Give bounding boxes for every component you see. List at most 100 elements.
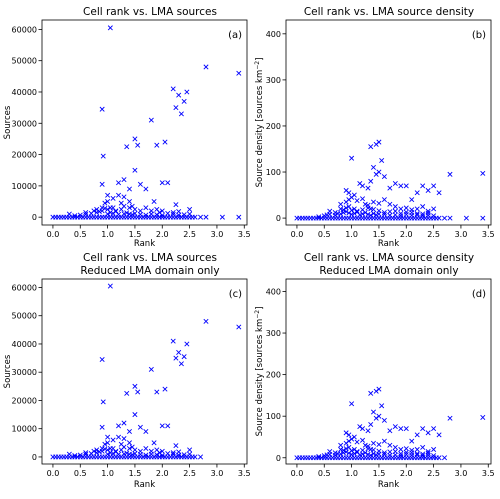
data-point [187, 206, 193, 212]
x-tick-label: 0.5 [74, 469, 87, 478]
data-point [159, 423, 165, 429]
data-point [370, 440, 376, 446]
data-point [94, 206, 100, 212]
data-point [99, 106, 105, 112]
y-tick-label: 10000 [12, 182, 37, 191]
data-point [360, 437, 366, 443]
panel-d-title-line-2: Reduced LMA domain only [319, 265, 458, 277]
data-point [129, 212, 135, 218]
data-point [132, 412, 138, 418]
data-point [176, 349, 182, 355]
panel-c-x-ticks: 0.0 0.5 1.0 1.5 2.0 2.5 3.0 3.5 [47, 464, 251, 478]
data-point [110, 205, 116, 211]
data-point [376, 139, 382, 145]
data-point [105, 206, 111, 212]
data-point [165, 423, 171, 429]
data-point [173, 443, 179, 449]
panel-a-letter: (a) [228, 30, 242, 41]
y-tick-label: 40000 [12, 340, 37, 349]
data-point [148, 208, 154, 214]
panel-a-y-label-main: Sources [3, 105, 13, 139]
data-point [349, 436, 355, 442]
data-point [100, 153, 106, 159]
y-tick-label: 50000 [12, 57, 37, 66]
data-point [368, 390, 374, 396]
panel-c-title-line-2: Reduced LMA domain only [80, 265, 219, 277]
data-point [376, 386, 382, 392]
data-point [368, 178, 374, 184]
data-point [431, 426, 437, 432]
data-point [162, 139, 168, 145]
data-point [159, 208, 165, 214]
data-point [170, 450, 176, 456]
data-point [176, 209, 182, 215]
y-tick-label: 30000 [12, 368, 37, 377]
x-tick-label: 2.0 [400, 230, 413, 239]
y-tick-label: 300 [266, 76, 281, 85]
data-point [392, 449, 398, 455]
data-point [370, 199, 376, 205]
data-point [124, 144, 130, 150]
data-point [165, 451, 171, 457]
panel-c: Cell rank vs. LMA sources Reduced LMA do… [3, 252, 251, 490]
data-point [398, 446, 404, 452]
x-tick-label: 1.0 [101, 230, 114, 239]
data-point [102, 200, 108, 206]
data-point [360, 183, 366, 189]
data-point [165, 210, 171, 216]
data-point [370, 409, 376, 415]
data-point [219, 214, 225, 220]
data-point [414, 452, 420, 458]
data-point [381, 211, 387, 217]
data-point [121, 451, 127, 457]
data-point [436, 432, 442, 438]
y-tick-label: 100 [266, 412, 281, 421]
y-tick-label: 60000 [12, 25, 37, 34]
x-tick-label: 0.0 [291, 469, 304, 478]
data-point [365, 211, 371, 217]
data-point [236, 214, 242, 220]
panel-c-title-line-1: Cell rank vs. LMA sources [83, 252, 217, 264]
data-point [118, 200, 124, 206]
data-point [198, 214, 204, 220]
data-point [154, 452, 160, 458]
data-point [105, 447, 111, 453]
panel-b-frame [285, 19, 492, 226]
panel-b-points [294, 139, 486, 221]
data-point [368, 452, 374, 458]
y-tick-label: 20000 [12, 151, 37, 160]
data-point [135, 142, 141, 148]
x-tick-label: 2.0 [400, 469, 413, 478]
data-point [370, 210, 376, 217]
data-point [157, 209, 163, 215]
data-point [387, 442, 393, 448]
data-point [420, 213, 426, 219]
data-point [105, 211, 111, 217]
data-point [480, 215, 486, 221]
panel-d: Cell rank vs. LMA source density Reduced… [254, 252, 495, 490]
data-point [151, 440, 157, 446]
data-point [121, 436, 127, 442]
data-point [94, 447, 100, 453]
data-point [414, 206, 420, 212]
data-point [354, 198, 360, 204]
data-point [357, 424, 363, 430]
data-point [447, 171, 453, 177]
data-point [360, 207, 366, 213]
data-point [105, 199, 111, 205]
data-point [124, 450, 130, 456]
x-tick-label: 2.0 [156, 469, 169, 478]
data-point [392, 212, 398, 218]
data-point [121, 420, 127, 426]
data-point [137, 448, 143, 454]
data-point [129, 444, 135, 450]
data-point [116, 180, 122, 186]
data-point [121, 211, 127, 217]
x-tick-label: 3.0 [211, 230, 224, 239]
data-point [83, 211, 89, 217]
data-point [192, 214, 198, 220]
data-point [370, 447, 376, 453]
x-tick-label: 0.5 [318, 230, 331, 239]
data-point [346, 432, 352, 438]
data-point [370, 206, 376, 212]
